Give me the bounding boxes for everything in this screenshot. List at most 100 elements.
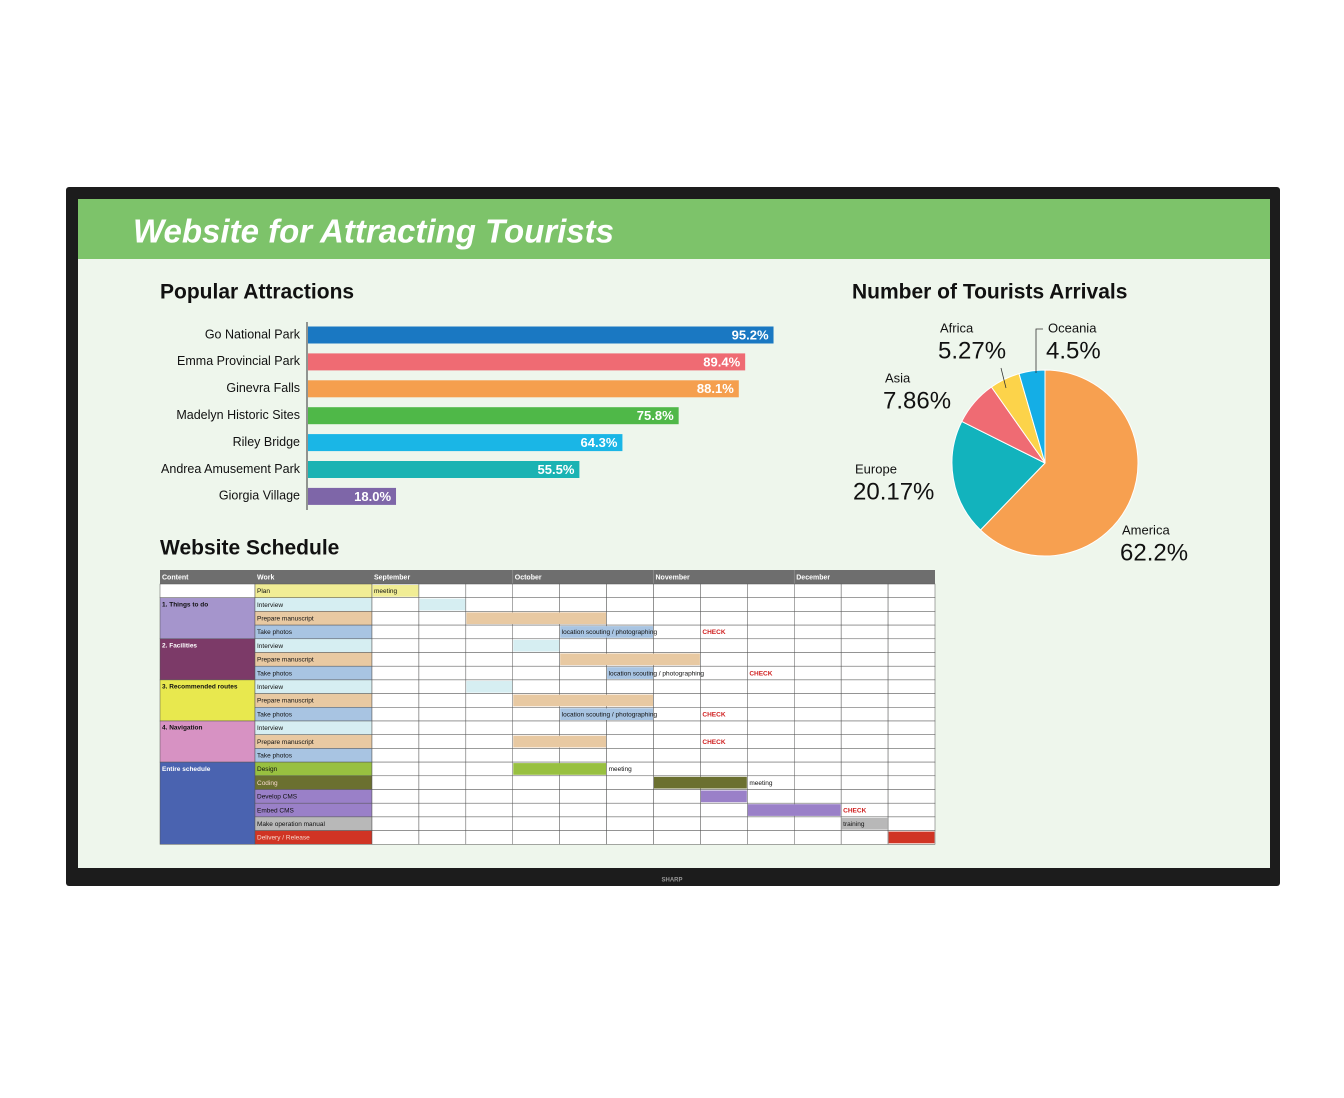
week-cell [371, 652, 420, 667]
leader-line [1000, 367, 1007, 389]
week-cell [371, 720, 420, 735]
week-cell [512, 583, 560, 598]
week-cell [887, 679, 936, 694]
month-header: December [796, 574, 830, 581]
week-cell [700, 830, 748, 845]
week-cell [371, 802, 420, 818]
week-cell [559, 679, 607, 694]
week-cell [653, 679, 701, 694]
work-label: Plan [257, 588, 270, 595]
week-cell [700, 611, 748, 626]
week-cell [794, 583, 842, 598]
schedule-bar [513, 763, 607, 775]
week-cell [465, 720, 514, 735]
work-label: Prepare manuscript [257, 739, 314, 746]
week-cell [606, 638, 654, 653]
week-cell [653, 638, 701, 653]
column-header: Content [162, 574, 189, 581]
week-cell [887, 761, 936, 777]
pie-value-label: 7.86% [883, 387, 951, 414]
pie-value-label: 20.17% [853, 478, 934, 505]
pie-category-label: America [1122, 522, 1170, 537]
week-cell [559, 583, 607, 598]
schedule-note: training [843, 821, 865, 828]
week-cell [747, 830, 795, 845]
week-cell [465, 830, 514, 845]
week-cell [418, 624, 467, 640]
schedule-bar [560, 708, 653, 720]
value-label: 55.5% [538, 462, 575, 477]
category-label: Madelyn Historic Sites [176, 408, 300, 422]
week-cell [747, 720, 795, 735]
week-cell [371, 665, 420, 681]
week-cell [371, 748, 420, 763]
bar [308, 380, 739, 398]
week-cell [653, 802, 701, 818]
week-cell [418, 611, 467, 626]
schedule-bar [888, 831, 935, 844]
bar [308, 353, 746, 371]
work-label: Take photos [257, 752, 293, 759]
schedule-note: location scouting / photographing [562, 711, 658, 718]
pie-slice [979, 369, 1139, 557]
schedule-bar [700, 790, 747, 803]
week-cell [840, 720, 889, 735]
month-header: November [656, 574, 691, 581]
week-cell [700, 638, 748, 653]
week-cell [653, 611, 701, 626]
schedule-note: meeting [374, 588, 398, 595]
week-cell [371, 611, 420, 626]
schedule-note: meeting [609, 766, 633, 773]
content-label: 1. Things to do [162, 601, 208, 608]
week-cell [840, 707, 889, 722]
content-label: 3. Recommended routes [162, 684, 238, 691]
week-cell [606, 720, 654, 735]
week-cell [840, 830, 889, 845]
week-cell [794, 775, 842, 790]
week-cell [418, 652, 467, 667]
week-cell [794, 748, 842, 763]
category-label: Andrea Amusement Park [161, 462, 301, 476]
content-label: 2. Facilities [162, 643, 197, 650]
week-cell [653, 597, 701, 612]
week-cell [653, 748, 701, 763]
header-band [78, 199, 1270, 259]
week-cell [606, 816, 654, 831]
week-cell [887, 816, 936, 831]
table-title: Website Schedule [160, 537, 339, 560]
week-cell [512, 720, 560, 735]
value-label: 18.0% [354, 489, 391, 504]
content-label: 4. Navigation [162, 725, 202, 732]
week-cell [700, 720, 748, 735]
schedule-bar [513, 639, 560, 652]
schedule-bar [560, 653, 700, 666]
week-cell [465, 816, 514, 831]
week-cell [700, 597, 748, 612]
week-cell [747, 693, 795, 708]
week-cell [418, 789, 467, 804]
pie-category-label: Africa [940, 320, 974, 335]
week-cell [606, 597, 654, 612]
schedule-note: CHECK [702, 711, 725, 718]
month-header: October [515, 574, 542, 581]
work-label: Prepare manuscript [257, 615, 314, 622]
category-label: Go National Park [205, 327, 301, 341]
week-cell [700, 665, 748, 681]
week-cell [794, 830, 842, 845]
week-cell [465, 652, 514, 667]
week-cell [371, 789, 420, 804]
content-label: Entire schedule [162, 766, 211, 773]
table-header [160, 570, 935, 584]
week-cell [794, 638, 842, 653]
week-cell [418, 665, 467, 681]
category-label: Giorgia Village [219, 489, 300, 503]
week-cell [465, 597, 514, 612]
week-cell [418, 638, 467, 653]
week-cell [794, 679, 842, 694]
week-cell [418, 775, 467, 790]
week-cell [794, 693, 842, 708]
week-cell [371, 830, 420, 845]
bar [308, 461, 580, 478]
week-cell [418, 679, 467, 694]
week-cell [606, 583, 654, 598]
